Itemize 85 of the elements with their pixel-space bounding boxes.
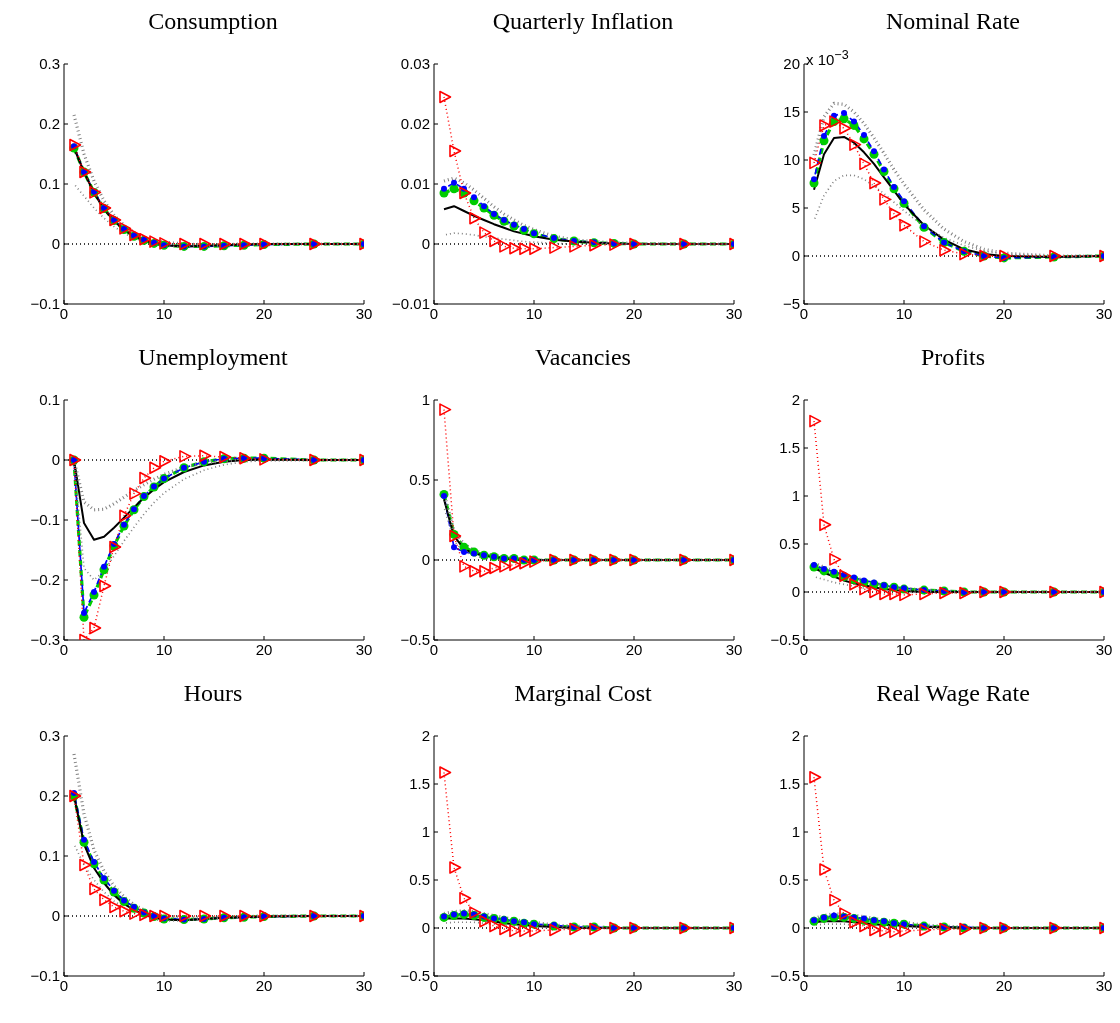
y-tick-label: 0 [421, 551, 430, 569]
chart-title: Hours [182, 680, 244, 708]
x-tick-label: 10 [525, 640, 543, 658]
y-tick-label: 1.5 [779, 775, 800, 793]
y-tick-label: 2 [791, 391, 800, 409]
y-tick-label: 0.03 [400, 55, 430, 73]
y-tick-label: −0.5 [770, 631, 800, 649]
x-tick-label: 30 [1095, 640, 1113, 658]
x-tick-label: 20 [255, 304, 273, 322]
y-tick-label: 0.3 [39, 55, 60, 73]
y-tick-label: 0.2 [39, 115, 60, 133]
x-tick-label: 10 [895, 304, 913, 322]
y-tick-label: −0.5 [400, 967, 430, 985]
chart-title: Profits [920, 344, 986, 372]
x-tick-label: 10 [155, 640, 173, 658]
chart-title: Quarterly Inflation [491, 8, 675, 36]
y-tick-label: 1 [791, 823, 800, 841]
y-tick-label: −0.5 [400, 631, 430, 649]
y-tick-label: −0.1 [30, 295, 60, 313]
x-tick-label: 10 [525, 976, 543, 994]
y-tick-label: 1 [421, 823, 430, 841]
x-tick-label: 20 [995, 640, 1013, 658]
y-tick-label: 1.5 [779, 439, 800, 457]
y-tick-label: 0.01 [400, 175, 430, 193]
x-tick-label: 10 [155, 304, 173, 322]
y-tick-label: −0.5 [770, 967, 800, 985]
y-tick-label: 0 [51, 451, 60, 469]
y-tick-label: 0 [51, 907, 60, 925]
chart-title: Consumption [147, 8, 279, 36]
x-tick-label: 20 [255, 640, 273, 658]
y-tick-label: 0.5 [409, 871, 430, 889]
y-tick-label: 0.3 [39, 727, 60, 745]
x-tick-label: 20 [625, 640, 643, 658]
x-tick-label: 20 [625, 976, 643, 994]
x-tick-label: 10 [895, 640, 913, 658]
chart-title: Marginal Cost [513, 680, 653, 708]
chart-title: Nominal Rate [885, 8, 1021, 36]
x-tick-label: 20 [995, 304, 1013, 322]
y-tick-label: 2 [791, 727, 800, 745]
y-tick-label: 0 [791, 247, 800, 265]
y-tick-label: 0 [51, 235, 60, 253]
y-tick-label: 15 [783, 103, 800, 121]
x-tick-label: 30 [725, 304, 743, 322]
y-tick-label: −0.1 [30, 511, 60, 529]
y-tick-label: 0 [421, 919, 430, 937]
y-tick-label: 0.1 [39, 175, 60, 193]
y-tick-label: −0.01 [392, 295, 430, 313]
x-tick-label: 30 [1095, 976, 1113, 994]
chart-title: Vacancies [534, 344, 632, 372]
y-tick-label: 5 [791, 199, 800, 217]
x-tick-label: 30 [1095, 304, 1113, 322]
y-tick-label: −0.2 [30, 571, 60, 589]
y-tick-label: 20 [783, 55, 800, 73]
y-tick-label: −5 [782, 295, 800, 313]
y-tick-label: 1 [791, 487, 800, 505]
x-tick-label: 10 [155, 976, 173, 994]
y-tick-label: 1.5 [409, 775, 430, 793]
y-tick-label: 2 [421, 727, 430, 745]
x-tick-label: 20 [995, 976, 1013, 994]
chart-title: Real Wage Rate [875, 680, 1031, 708]
chart-title: Unemployment [137, 344, 289, 372]
x-tick-label: 10 [525, 304, 543, 322]
x-tick-label: 10 [895, 976, 913, 994]
x-tick-label: 30 [725, 976, 743, 994]
y-tick-label: −0.1 [30, 967, 60, 985]
y-tick-label: 0.5 [409, 471, 430, 489]
x-tick-label: 30 [355, 976, 373, 994]
x-tick-label: 30 [725, 640, 743, 658]
x-tick-label: 20 [625, 304, 643, 322]
x-tick-label: 20 [255, 976, 273, 994]
y-tick-label: 0 [791, 919, 800, 937]
y-tick-label: 0 [421, 235, 430, 253]
y-tick-label: 0.5 [779, 535, 800, 553]
y-tick-label: 0 [791, 583, 800, 601]
annotation: x 10$^{−3}$ [806, 48, 849, 68]
y-tick-label: 10 [783, 151, 800, 169]
y-tick-label: 0.1 [39, 391, 60, 409]
x-tick-label: 30 [355, 304, 373, 322]
y-tick-label: 0.1 [39, 847, 60, 865]
y-tick-label: 0.2 [39, 787, 60, 805]
y-tick-label: −0.3 [30, 631, 60, 649]
y-tick-label: 1 [421, 391, 430, 409]
y-tick-label: 0.5 [779, 871, 800, 889]
y-tick-label: 0.02 [400, 115, 430, 133]
x-tick-label: 30 [355, 640, 373, 658]
